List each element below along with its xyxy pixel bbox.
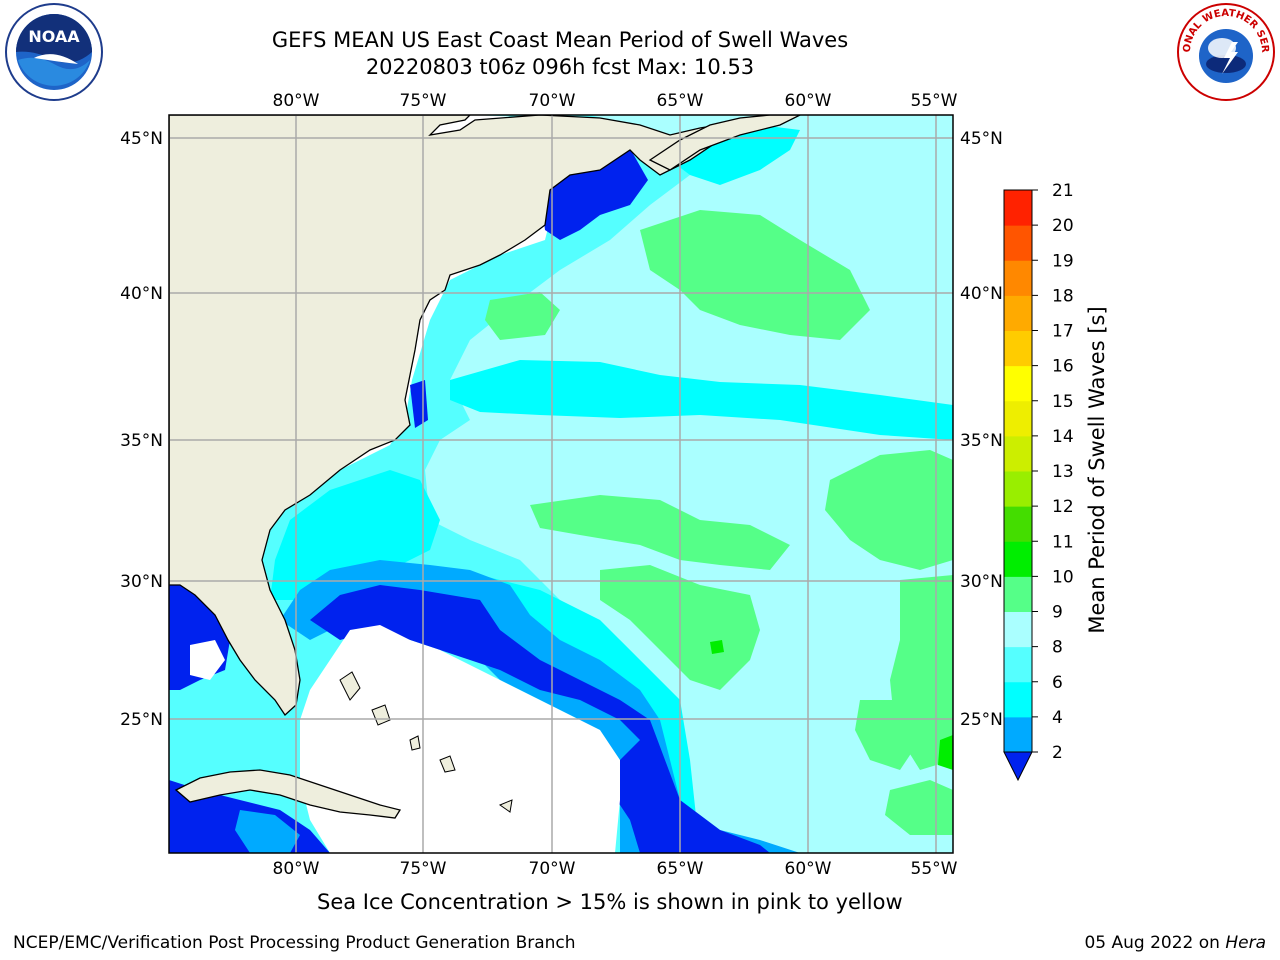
y-tick-label: 45°N: [960, 129, 1003, 149]
y-tick-label: 40°N: [960, 284, 1003, 304]
cuba-land: [174, 769, 402, 819]
colorbar-tick-label: 11: [1052, 532, 1074, 552]
colorbar-segment: [1004, 471, 1032, 507]
x-tick-label: 70°W: [529, 859, 576, 879]
host-name: Hera: [1225, 933, 1266, 953]
field-2-4-band: [310, 585, 770, 853]
y-tick-label: 25°N: [120, 710, 163, 730]
colorbar-segment: [1004, 330, 1032, 367]
field-10-11-patch: [710, 640, 724, 654]
noaa-logo: NOAA: [5, 3, 103, 101]
x-tick-label: 75°W: [400, 859, 447, 879]
field-9-10-patch: [640, 210, 870, 340]
colorbar-tick-label: 14: [1052, 427, 1074, 447]
field-9-10-patch: [825, 450, 953, 570]
colorbar-segment: [1004, 225, 1032, 261]
colorbar-segment: [1004, 681, 1032, 718]
plot-frame: [168, 114, 954, 854]
credit-text: NCEP/EMC/Verification Post Processing Pr…: [13, 933, 576, 953]
colorbar-segment: [1004, 435, 1032, 472]
y-tick-label: 35°N: [960, 431, 1003, 451]
bahamas-islands: [339, 671, 513, 813]
x-tick-label: 55°W: [911, 91, 958, 111]
north-america-land: [169, 115, 801, 716]
x-tick-label: 65°W: [657, 859, 704, 879]
map-title: GEFS MEAN US East Coast Mean Period of S…: [271, 28, 849, 52]
x-ticks-bottom: 80°W 75°W 70°W 65°W 60°W 55°W: [273, 859, 958, 879]
x-tick-label: 65°W: [657, 91, 704, 111]
x-tick-label: 60°W: [785, 859, 832, 879]
colorbar-extend-arrow: [1003, 751, 1033, 782]
graticule: [169, 115, 953, 853]
colorbar-tick-label: 6: [1052, 673, 1063, 693]
colorbar-segment: [1004, 190, 1032, 226]
colorbar-segment: [1004, 365, 1032, 402]
y-tick-label: 30°N: [960, 572, 1003, 592]
colorbar-segment: [1004, 611, 1032, 648]
y-tick-label: 45°N: [120, 129, 163, 149]
colorbar-tick-label: 18: [1052, 286, 1074, 306]
y-tick-label: 40°N: [120, 284, 163, 304]
x-tick-label: 55°W: [911, 859, 958, 879]
x-tick-label: 70°W: [529, 91, 576, 111]
field-9-10-patch: [855, 700, 920, 770]
x-tick-label: 60°W: [785, 91, 832, 111]
nws-logo: NATIONAL WEATHER SERVICE: [1176, 2, 1275, 101]
colorbar-tick-label: 4: [1052, 708, 1063, 728]
y-ticks-left: 45°N 40°N 35°N 30°N 25°N: [120, 129, 163, 730]
field-6-8-band: [270, 470, 440, 600]
colorbar-tick-label: 17: [1052, 322, 1074, 342]
x-ticks-top: 80°W 75°W 70°W 65°W 60°W 55°W: [273, 91, 958, 111]
colorbar-segment: [1004, 576, 1032, 612]
colorbar-tick-label: 10: [1052, 567, 1074, 587]
colorbar-tick-label: 15: [1052, 392, 1074, 412]
colorbar-tick-label: 2: [1052, 743, 1063, 763]
nova-scotia-land: [648, 115, 801, 171]
field-2-4-band: [540, 145, 648, 240]
colorbar-tick-label: 12: [1052, 497, 1074, 517]
colorbar-tick-label: 16: [1052, 357, 1074, 377]
colorbar-segment: [1004, 295, 1032, 331]
date-stamp: 05 Aug 2022 on Hera: [1084, 933, 1266, 953]
y-tick-label: 35°N: [120, 431, 163, 451]
y-tick-label: 30°N: [120, 572, 163, 592]
colorbar-segment: [1004, 260, 1032, 296]
colorbar-label: Mean Period of Swell Waves [s]: [1085, 306, 1109, 634]
land-layer: [169, 115, 801, 819]
field-9-10-patch: [485, 292, 560, 340]
colorbar-tick-label: 21: [1052, 181, 1074, 201]
colorbar-segment: [1004, 541, 1032, 577]
sea-ice-note: Sea Ice Concentration > 15% is shown in …: [317, 890, 903, 914]
colorbar: 2 4 6 8 9 10 11 12 13 14 15 16 17 18 19 20 21: [1003, 181, 1074, 782]
y-ticks-right: 45°N 40°N 35°N 30°N 25°N: [960, 129, 1003, 730]
x-tick-label: 80°W: [273, 91, 320, 111]
colorbar-tick-label: 20: [1052, 216, 1074, 236]
colorbar-segment: [1004, 400, 1032, 437]
no-data-region: [300, 625, 620, 853]
svg-text:NOAA: NOAA: [28, 27, 80, 46]
colorbar-tick-label: 19: [1052, 251, 1074, 271]
y-tick-label: 25°N: [960, 710, 1003, 730]
field-4-6-gulf: [235, 810, 300, 853]
x-tick-label: 80°W: [273, 859, 320, 879]
colorbar-segment: [1004, 646, 1032, 683]
map-subtitle: 20220803 t06z 096h fcst Max: 10.53: [365, 55, 755, 79]
colorbar-tick-label: 8: [1052, 638, 1063, 658]
date-text: 05 Aug 2022 on: [1084, 933, 1220, 953]
field-10-11-patch: [938, 735, 953, 770]
field-9-10-patch: [530, 495, 790, 570]
x-tick-label: 75°W: [400, 91, 447, 111]
no-data-region: [190, 640, 225, 680]
colorbar-segment: [1004, 716, 1032, 753]
colorbar-segment: [1004, 506, 1032, 542]
colorbar-tick-label: 13: [1052, 462, 1074, 482]
colorbar-tick-label: 9: [1052, 603, 1063, 623]
